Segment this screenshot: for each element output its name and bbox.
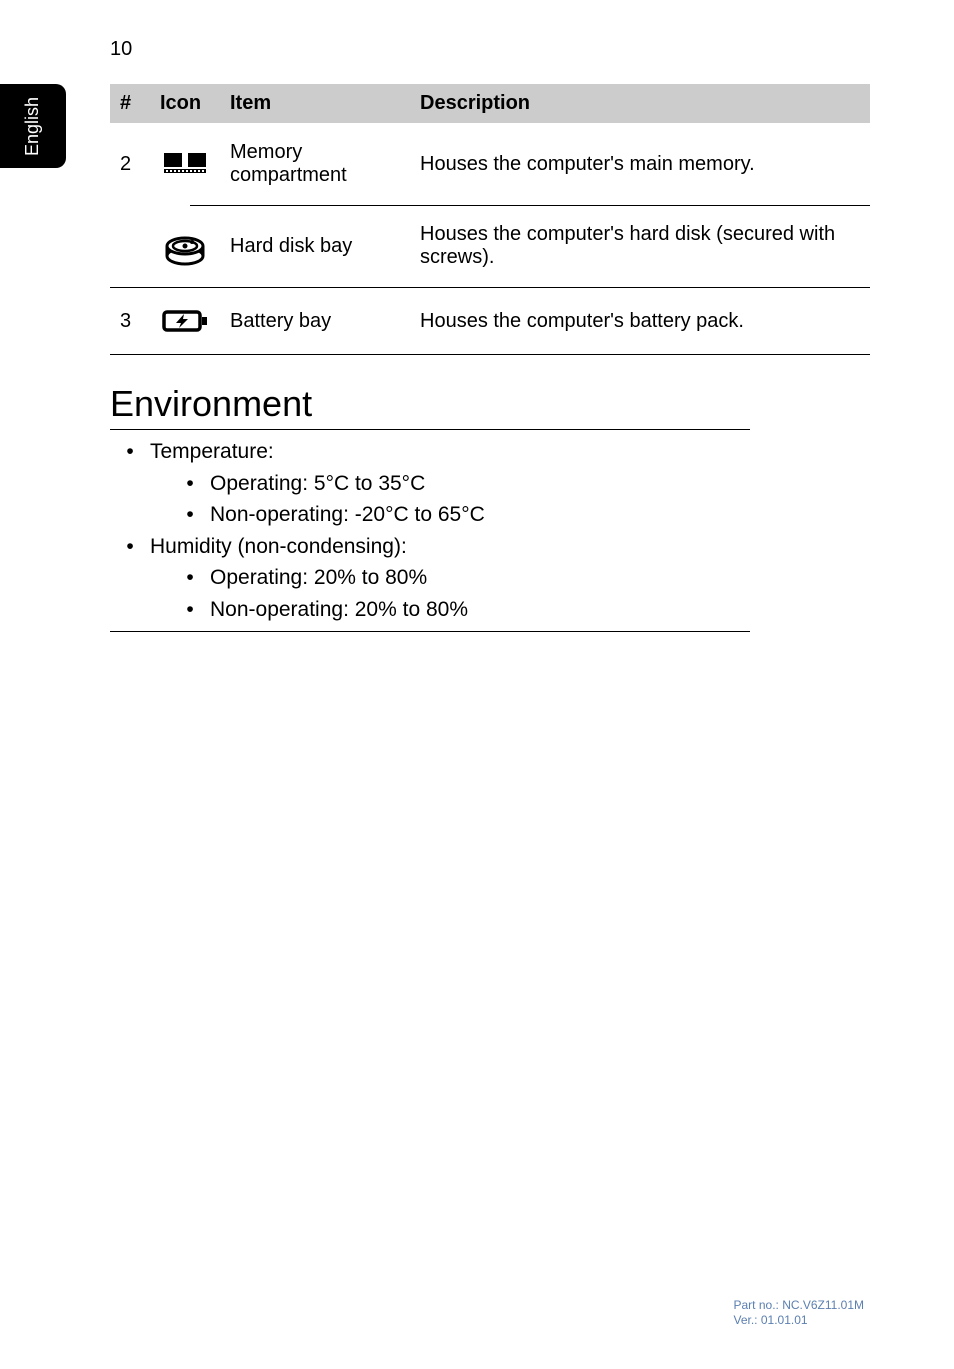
header-icon: Icon — [150, 84, 220, 123]
footer-version: Ver.: 01.01.01 — [734, 1313, 865, 1329]
row-desc: Houses the computer's battery pack. — [410, 288, 870, 355]
list-item: Temperature: Operating: 5°C to 35°C Non-… — [110, 436, 870, 531]
table-header-row: # Icon Item Description — [110, 84, 870, 123]
list-subitem-label: Non-operating: -20°C to 65°C — [210, 503, 485, 526]
row-desc: Houses the computer's hard disk (secured… — [410, 205, 870, 288]
row-item: Hard disk bay — [220, 205, 410, 288]
list-subitem-label: Non-operating: 20% to 80% — [210, 598, 468, 621]
list-subitem: Non-operating: 20% to 80% — [170, 594, 870, 626]
language-tab-label: English — [22, 96, 43, 155]
heading-rule — [110, 429, 750, 430]
language-tab: English — [0, 84, 66, 168]
row-num: 2 — [110, 123, 150, 205]
table-row: 2 Memory com — [110, 123, 870, 205]
list-subitem-label: Operating: 5°C to 35°C — [210, 472, 425, 495]
environment-heading: Environment — [110, 383, 870, 425]
hard-disk-icon — [150, 205, 220, 288]
page-footer: Part no.: NC.V6Z11.01M Ver.: 01.01.01 — [734, 1298, 865, 1329]
list-item: Humidity (non-condensing): Operating: 20… — [110, 531, 870, 626]
page-number: 10 — [110, 38, 132, 61]
list-subitem: Operating: 20% to 80% — [170, 562, 870, 594]
footer-part-no: Part no.: NC.V6Z11.01M — [734, 1298, 865, 1314]
list-item-label: Temperature: — [150, 440, 274, 463]
header-num: # — [110, 84, 150, 123]
header-desc: Description — [410, 84, 870, 123]
page-content: # Icon Item Description 2 — [110, 84, 870, 632]
spec-table: # Icon Item Description 2 — [110, 84, 870, 355]
list-bottom-rule — [110, 631, 750, 632]
row-item: Memory compartment — [220, 123, 410, 205]
list-subitem-label: Operating: 20% to 80% — [210, 566, 427, 589]
list-subitem: Operating: 5°C to 35°C — [170, 468, 870, 500]
list-item-label: Humidity (non-condensing): — [150, 535, 407, 558]
table-row: Hard disk bay Houses the computer's hard… — [110, 205, 870, 288]
header-item: Item — [220, 84, 410, 123]
row-item: Battery bay — [220, 288, 410, 355]
row-num: 3 — [110, 288, 150, 355]
table-row: 3 Battery bay Houses the computer's batt… — [110, 288, 870, 355]
list-subitem: Non-operating: -20°C to 65°C — [170, 499, 870, 531]
environment-list: Temperature: Operating: 5°C to 35°C Non-… — [110, 436, 870, 625]
memory-icon — [150, 123, 220, 205]
battery-icon — [150, 288, 220, 355]
row-desc: Houses the computer's main memory. — [410, 123, 870, 205]
row-num — [110, 205, 150, 288]
row-divider — [190, 205, 870, 206]
